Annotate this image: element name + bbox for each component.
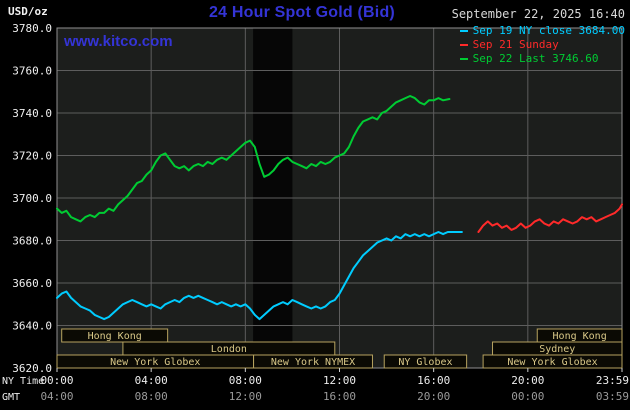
session-label: London [211, 344, 247, 355]
datetime-label: September 22, 2025 16:40 [451, 7, 625, 21]
session-label: Sydney [539, 344, 575, 355]
x-tick-label-ny: 08:00 [229, 374, 262, 387]
session-label: NY Globex [398, 357, 452, 368]
legend-dash-icon [459, 30, 468, 32]
session-label: New York NYMEX [271, 357, 355, 368]
kitco-watermark-link[interactable]: www.kitco.com [64, 33, 173, 50]
y-tick-label: 3760.0 [12, 65, 52, 78]
y-tick-label: 3780.0 [12, 22, 52, 35]
legend-item: Sep 19 NY close 3684.00 [459, 24, 625, 37]
gmt-axis-label: GMT [2, 392, 20, 403]
session-box [482, 354, 623, 369]
x-tick-label-ny: 23:59 [596, 374, 629, 387]
chart-title: 24 Hour Spot Gold (Bid) [209, 4, 395, 21]
y-tick-label: 3620.0 [12, 362, 52, 375]
legend-item: Sep 21 Sunday [459, 38, 625, 51]
x-tick-label-gmt: 12:00 [229, 390, 262, 403]
session-box [383, 354, 468, 369]
session-label: Hong Kong [553, 331, 607, 342]
x-tick-label-gmt: 03:59 [596, 390, 629, 403]
legend-dash-icon [459, 58, 468, 60]
price-line-sep19 [56, 231, 463, 321]
x-tick-label-ny: 20:00 [511, 374, 544, 387]
y-tick-label: 3700.0 [12, 192, 52, 205]
price-line-sep22 [56, 95, 451, 223]
y-tick-label: 3680.0 [12, 235, 52, 248]
session-label: Hong Kong [88, 331, 142, 342]
session-label: New York Globex [110, 357, 200, 368]
session-box [61, 328, 169, 343]
legend-label: Sep 22 Last 3746.60 [472, 52, 599, 65]
x-tick-label-gmt: 08:00 [135, 390, 168, 403]
y-tick-label: 3720.0 [12, 150, 52, 163]
y-tick-label: 3640.0 [12, 320, 52, 333]
price-line-sep21 [477, 203, 623, 233]
y-tick-label: 3660.0 [12, 277, 52, 290]
session-label: New York Globex [507, 357, 597, 368]
legend-label: Sep 21 Sunday [472, 38, 559, 51]
x-tick-label-gmt: 00:00 [511, 390, 544, 403]
x-tick-label-ny: 00:00 [40, 374, 73, 387]
x-tick-label-ny: 12:00 [323, 374, 356, 387]
y-tick-label: 3740.0 [12, 107, 52, 120]
x-tick-label-gmt: 20:00 [417, 390, 450, 403]
x-tick-label-ny: 04:00 [135, 374, 168, 387]
x-tick-label-gmt: 16:00 [323, 390, 356, 403]
y-axis-units-label: USD/oz [8, 5, 48, 18]
legend-item: Sep 22 Last 3746.60 [459, 52, 625, 65]
x-tick-label-gmt: 04:00 [40, 390, 73, 403]
x-tick-label-ny: 16:00 [417, 374, 450, 387]
session-box [253, 354, 373, 369]
legend-dash-icon [459, 44, 468, 46]
legend: Sep 19 NY close 3684.00 Sep 21 Sunday Sep … [459, 24, 625, 65]
legend-label: Sep 19 NY close 3684.00 [472, 24, 625, 37]
ny-time-axis-label: NY Time [2, 376, 44, 387]
